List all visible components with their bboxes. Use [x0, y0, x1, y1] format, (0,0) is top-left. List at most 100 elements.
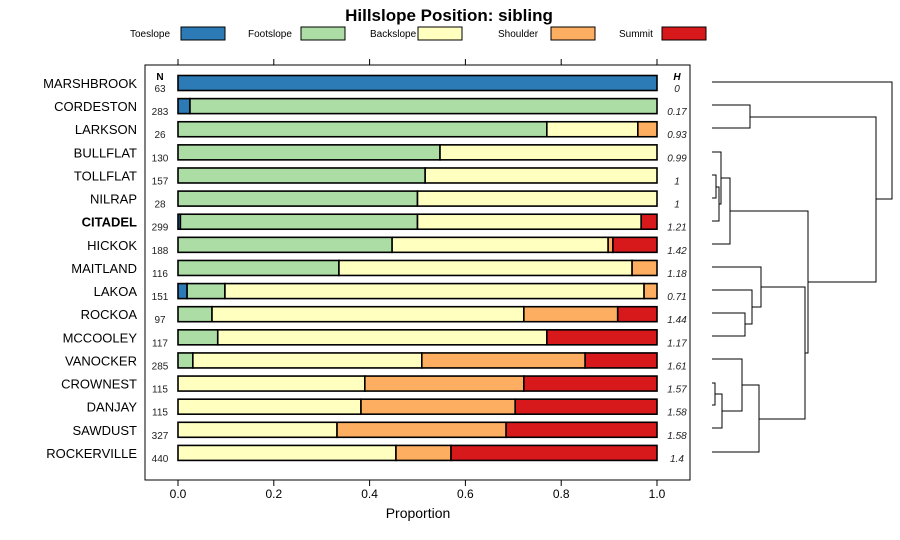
row-maitland: MAITLAND 116 1.18 [71, 259, 687, 280]
h-value: 1.18 [667, 269, 687, 280]
bar-segment-summit [640, 213, 658, 231]
row-label: ROCKOA [81, 307, 138, 322]
h-value: 1.61 [667, 361, 686, 372]
n-value: 157 [152, 176, 169, 187]
row-label: ROCKERVILLE [46, 446, 137, 461]
bar-segment-shoulder [336, 421, 507, 439]
h-value: 1.21 [667, 223, 686, 234]
n-value: 28 [154, 200, 166, 211]
bar-segment-footslope [177, 305, 213, 323]
row-label: BULLFLAT [74, 145, 137, 160]
h-header: H [673, 72, 681, 83]
row-larkson: LARKSON 26 0.93 [75, 120, 687, 141]
h-value: 1.42 [667, 246, 687, 257]
bar-segment-backslope [177, 375, 366, 392]
h-value: 0.93 [667, 130, 687, 141]
h-value: 0.17 [667, 107, 687, 118]
bar-segment-backslope [416, 190, 658, 207]
legend-label-toeslope: Toeslope [130, 29, 170, 40]
n-value: 283 [152, 107, 169, 118]
n-value: 327 [152, 431, 169, 442]
chart-title: Hillslope Position: sibling [345, 6, 553, 25]
legend-swatch-footslope [300, 26, 346, 41]
bar-segment-shoulder [523, 305, 619, 323]
bar-segment-toeslope [177, 282, 188, 300]
bar-segment-summit [523, 375, 658, 392]
n-value: 115 [152, 385, 168, 396]
x-axis: 0.0 0.2 0.4 0.6 0.8 1.0 [170, 59, 666, 501]
row-label: MCCOOLEY [63, 330, 138, 345]
n-value: 188 [152, 246, 169, 257]
bar-segment-backslope [424, 167, 658, 184]
bar-segment-footslope [177, 352, 194, 369]
row-label: CROWNEST [61, 377, 137, 392]
row-label: MARSHBROOK [43, 76, 137, 91]
x-tick-label: 0.4 [361, 487, 378, 501]
bar-segment-shoulder [637, 120, 658, 138]
bar-segment-footslope [177, 190, 419, 207]
row-label: LARKSON [75, 122, 137, 137]
row-label: LAKOA [94, 284, 138, 299]
bar-segment-shoulder [395, 444, 452, 462]
x-tick-label: 0.8 [553, 487, 570, 501]
row-label: SAWDUST [72, 423, 137, 438]
n-value: 116 [152, 269, 168, 280]
n-value: 285 [152, 361, 169, 372]
row-label: MAITLAND [71, 261, 137, 276]
legend-label-summit: Summit [619, 29, 653, 40]
legend-swatch-backslope [417, 26, 463, 41]
bar-segment-summit [505, 421, 658, 439]
x-tick-label: 0.0 [170, 487, 187, 501]
h-value: 0.71 [667, 292, 686, 303]
row-nilrap: NILRAP 28 1 [90, 190, 680, 211]
n-value: 117 [152, 338, 168, 349]
bar-segment-footslope [177, 120, 548, 138]
dendrogram-branch [712, 358, 760, 453]
bar-rows: MARSHBROOK 63 0 CORDESTON 283 0.17 LARKSON 26 0.… [43, 74, 687, 465]
bar-segment-footslope [177, 167, 426, 184]
x-tick-label: 1.0 [649, 487, 666, 501]
row-hickok: HICKOK 188 1.42 [87, 236, 687, 257]
bar-segment-backslope [546, 120, 639, 138]
bar-segment-backslope [391, 236, 609, 254]
h-value: 1.57 [667, 385, 687, 396]
bar-segment-shoulder [364, 375, 525, 392]
row-label: DANJAY [87, 400, 138, 415]
bar-segment-summit [612, 236, 658, 254]
bar-segment-backslope [192, 352, 423, 369]
h-value: 0.99 [667, 153, 687, 164]
h-value: 1.58 [667, 408, 687, 419]
bar-segment-backslope [416, 213, 642, 231]
bar-segment-backslope [177, 421, 338, 439]
bar-segment-summit [546, 329, 658, 346]
bar-segment-footslope [177, 329, 219, 346]
row-rockerville: ROCKERVILLE 440 1.4 [46, 444, 684, 465]
n-value: 115 [152, 408, 168, 419]
n-value: 130 [152, 153, 169, 164]
row-label: NILRAP [90, 192, 137, 207]
row-marshbrook: MARSHBROOK 63 0 [43, 74, 680, 95]
bar-segment-summit [450, 444, 658, 462]
row-lakoa: LAKOA 151 0.71 [94, 282, 687, 303]
row-vanocker: VANOCKER 285 1.61 [65, 352, 687, 372]
bar-segment-summit [584, 352, 658, 369]
bar-segment-footslope [177, 259, 340, 277]
x-tick-label: 0.2 [265, 487, 282, 501]
row-danjay: DANJAY 115 1.58 [87, 398, 687, 419]
row-label: VANOCKER [65, 353, 137, 368]
bar-segment-shoulder [360, 398, 517, 415]
bar-segment-backslope [177, 444, 397, 462]
bar-segment-summit [616, 305, 658, 323]
bar-segment-backslope [216, 329, 548, 346]
legend-label-shoulder: Shoulder [498, 29, 539, 40]
bar-segment-shoulder [643, 282, 658, 300]
dendrogram-branch [712, 81, 893, 283]
n-value: 63 [154, 84, 166, 95]
bar-segment-backslope [224, 282, 645, 300]
h-value: 1 [674, 200, 680, 211]
row-label: CORDESTON [54, 99, 137, 114]
row-label: HICKOK [87, 238, 137, 253]
legend-swatch-toeslope [180, 26, 226, 41]
bar-segment-footslope [186, 282, 226, 300]
